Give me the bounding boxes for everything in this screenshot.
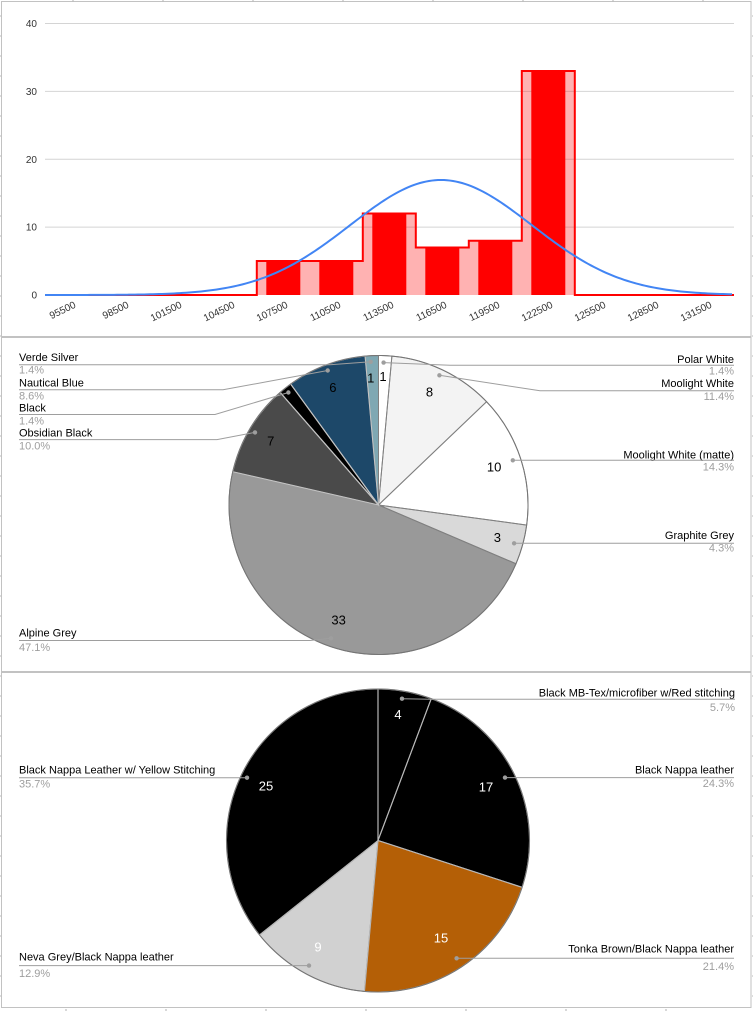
svg-text:1: 1	[367, 370, 374, 385]
svg-text:12.9%: 12.9%	[19, 968, 50, 980]
svg-text:Black: Black	[19, 403, 46, 415]
svg-text:Moolight White (matte): Moolight White (matte)	[623, 450, 734, 462]
svg-text:Black Nappa Leather w/ Yellow: Black Nappa Leather w/ Yellow Stitching	[19, 765, 215, 777]
svg-text:33: 33	[331, 613, 345, 628]
svg-text:Polar White: Polar White	[677, 354, 734, 366]
svg-text:Tonka Brown/Black Nappa leathe: Tonka Brown/Black Nappa leather	[568, 944, 734, 956]
svg-text:17: 17	[479, 780, 493, 795]
svg-text:7: 7	[267, 433, 274, 448]
svg-text:Alpine Grey: Alpine Grey	[19, 628, 77, 640]
svg-text:10: 10	[26, 223, 38, 234]
svg-text:25: 25	[259, 779, 273, 794]
svg-text:30: 30	[26, 87, 38, 98]
svg-text:1.4%: 1.4%	[19, 416, 44, 428]
svg-text:20: 20	[26, 155, 38, 166]
svg-text:5.7%: 5.7%	[710, 702, 735, 714]
svg-text:Obsidian Black: Obsidian Black	[19, 428, 93, 440]
svg-text:1: 1	[379, 369, 386, 384]
svg-text:6: 6	[329, 380, 336, 395]
svg-text:35.7%: 35.7%	[19, 779, 50, 791]
svg-text:10.0%: 10.0%	[19, 441, 50, 453]
svg-text:8: 8	[426, 385, 433, 400]
svg-text:21.4%: 21.4%	[703, 961, 734, 973]
svg-text:15: 15	[434, 931, 448, 946]
svg-text:Black MB-Tex/microfiber w/Red: Black MB-Tex/microfiber w/Red stitching	[539, 688, 735, 700]
svg-text:4.3%: 4.3%	[709, 543, 734, 555]
svg-text:10: 10	[487, 460, 501, 475]
svg-text:Verde Silver: Verde Silver	[19, 352, 79, 364]
svg-text:3: 3	[494, 530, 501, 545]
svg-text:0: 0	[31, 291, 37, 302]
svg-text:8.6%: 8.6%	[19, 391, 44, 403]
svg-text:47.1%: 47.1%	[19, 642, 50, 654]
svg-text:Neva Grey/Black Nappa leather: Neva Grey/Black Nappa leather	[19, 952, 174, 964]
svg-text:Black Nappa leather: Black Nappa leather	[635, 765, 734, 777]
svg-text:Nautical Blue: Nautical Blue	[19, 378, 84, 390]
svg-text:Graphite Grey: Graphite Grey	[665, 530, 735, 542]
svg-text:40: 40	[26, 19, 38, 30]
svg-text:1.4%: 1.4%	[709, 366, 734, 378]
svg-text:11.4%: 11.4%	[704, 391, 735, 403]
svg-text:1.4%: 1.4%	[19, 365, 44, 377]
svg-text:14.3%: 14.3%	[703, 462, 734, 474]
svg-text:Moolight White: Moolight White	[661, 378, 734, 390]
svg-text:24.3%: 24.3%	[703, 778, 734, 790]
svg-text:9: 9	[314, 940, 321, 955]
svg-text:4: 4	[394, 707, 401, 722]
